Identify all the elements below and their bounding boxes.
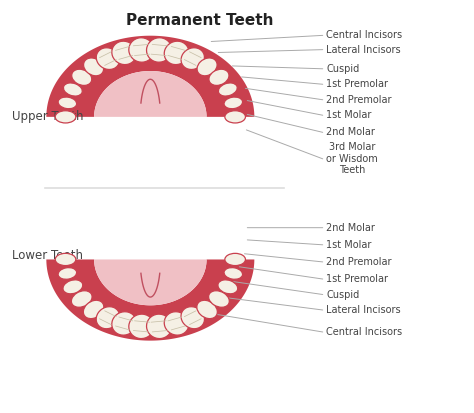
Ellipse shape [225, 253, 246, 266]
Ellipse shape [164, 41, 189, 64]
Ellipse shape [219, 83, 237, 96]
Ellipse shape [181, 48, 204, 69]
Ellipse shape [224, 97, 243, 109]
Text: Lower Teeth: Lower Teeth [12, 249, 83, 262]
Text: 2nd Molar: 2nd Molar [326, 127, 375, 138]
Ellipse shape [129, 38, 154, 62]
Text: Lateral Incisors: Lateral Incisors [326, 305, 401, 315]
Text: 1st Premolar: 1st Premolar [326, 274, 388, 284]
Ellipse shape [146, 314, 172, 339]
Ellipse shape [55, 111, 76, 123]
Ellipse shape [58, 97, 77, 109]
Text: 3rd Molar
or Wisdom
Teeth: 3rd Molar or Wisdom Teeth [326, 142, 378, 176]
Ellipse shape [224, 268, 243, 279]
Text: Upper Teeth: Upper Teeth [12, 110, 83, 123]
Ellipse shape [72, 69, 92, 85]
Ellipse shape [64, 83, 82, 96]
Ellipse shape [181, 307, 204, 329]
Text: 1st Molar: 1st Molar [326, 110, 372, 120]
Ellipse shape [96, 48, 119, 69]
Text: Central Incisors: Central Incisors [326, 327, 402, 337]
Ellipse shape [129, 314, 154, 339]
Ellipse shape [218, 280, 238, 294]
Ellipse shape [209, 69, 229, 85]
Ellipse shape [83, 300, 104, 318]
Text: 1st Molar: 1st Molar [326, 240, 372, 250]
Ellipse shape [96, 307, 119, 329]
Ellipse shape [146, 38, 172, 62]
Ellipse shape [209, 291, 229, 307]
Text: 1st Premolar: 1st Premolar [326, 79, 388, 89]
Ellipse shape [83, 58, 104, 76]
Polygon shape [94, 71, 207, 117]
Polygon shape [46, 259, 255, 341]
Text: Permanent Teeth: Permanent Teeth [126, 13, 273, 28]
Ellipse shape [197, 300, 218, 318]
Text: Central Incisors: Central Incisors [326, 31, 402, 40]
Text: Lateral Incisors: Lateral Incisors [326, 45, 401, 55]
Ellipse shape [112, 312, 137, 335]
Text: 2nd Premolar: 2nd Premolar [326, 95, 392, 105]
Ellipse shape [58, 268, 77, 279]
Ellipse shape [164, 312, 189, 335]
Ellipse shape [225, 111, 246, 123]
Ellipse shape [55, 253, 76, 266]
Text: 2nd Molar: 2nd Molar [326, 223, 375, 233]
Text: 2nd Premolar: 2nd Premolar [326, 257, 392, 267]
Text: Cuspid: Cuspid [326, 64, 359, 74]
Polygon shape [94, 259, 207, 305]
Polygon shape [46, 36, 255, 117]
Ellipse shape [197, 58, 217, 76]
Ellipse shape [63, 280, 83, 294]
Ellipse shape [112, 41, 137, 64]
Ellipse shape [72, 291, 92, 307]
Text: Cuspid: Cuspid [326, 290, 359, 299]
